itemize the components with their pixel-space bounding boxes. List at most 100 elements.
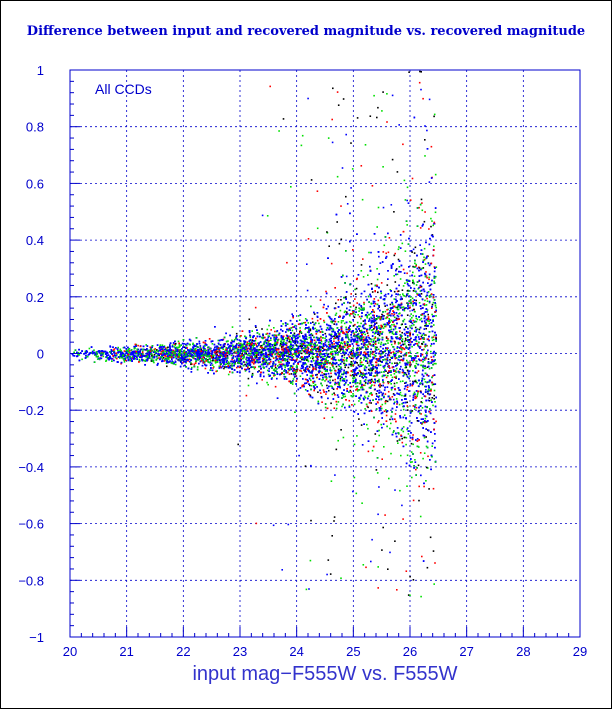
data-point: [231, 339, 233, 342]
data-point: [253, 363, 255, 365]
data-point: [322, 367, 324, 369]
data-point: [355, 287, 358, 290]
data-point: [364, 365, 366, 367]
data-point: [393, 254, 396, 257]
data-point: [354, 298, 356, 300]
data-point: [416, 395, 418, 397]
data-point: [358, 336, 360, 339]
data-point: [218, 343, 220, 346]
data-point: [326, 231, 328, 233]
data-point: [375, 329, 378, 332]
data-point: [423, 365, 425, 368]
data-point: [428, 301, 431, 304]
data-point: [213, 359, 215, 362]
data-point: [200, 348, 202, 351]
data-point: [393, 373, 396, 375]
data-point: [261, 344, 263, 347]
data-point: [145, 344, 147, 346]
data-point: [292, 378, 295, 380]
data-point: [433, 245, 435, 248]
data-point: [343, 364, 346, 366]
data-point: [288, 373, 291, 375]
data-point: [385, 324, 388, 326]
data-point: [140, 355, 142, 357]
data-point: [276, 351, 279, 354]
data-point: [343, 311, 346, 314]
data-point: [191, 363, 193, 365]
data-point: [368, 360, 371, 363]
data-point: [408, 355, 410, 357]
data-point: [302, 384, 305, 386]
data-point: [419, 515, 422, 518]
data-point: [159, 345, 161, 348]
data-point: [266, 339, 269, 342]
data-point: [402, 426, 405, 428]
data-point: [409, 375, 411, 378]
data-point: [275, 348, 277, 350]
data-point: [217, 339, 220, 342]
data-point: [246, 343, 248, 345]
data-point: [343, 360, 346, 362]
data-point: [251, 372, 254, 375]
data-point: [426, 351, 428, 353]
data-point: [222, 348, 224, 350]
data-point: [232, 357, 235, 359]
data-point: [369, 367, 372, 369]
data-point: [403, 414, 406, 416]
data-point: [346, 333, 349, 335]
data-point: [249, 341, 251, 344]
data-point: [346, 344, 349, 346]
data-point: [337, 359, 340, 361]
data-point: [281, 346, 283, 348]
data-point: [290, 347, 293, 350]
data-point: [128, 351, 130, 354]
data-point: [350, 365, 352, 367]
data-point: [294, 348, 296, 350]
data-point: [341, 405, 343, 408]
data-point: [356, 335, 358, 338]
data-point: [397, 343, 400, 345]
data-point: [415, 317, 418, 320]
data-point: [380, 405, 382, 408]
data-point: [409, 326, 412, 329]
data-point: [350, 351, 353, 353]
data-point: [349, 363, 351, 365]
data-point: [282, 323, 284, 325]
data-point: [384, 393, 387, 395]
data-point: [316, 347, 318, 350]
data-point: [224, 359, 227, 361]
data-point: [329, 379, 331, 381]
data-point: [387, 372, 389, 374]
data-point: [428, 276, 430, 279]
data-point: [371, 449, 374, 452]
data-point: [309, 384, 311, 387]
data-point: [412, 360, 414, 363]
data-point: [380, 407, 383, 410]
data-point: [253, 344, 255, 346]
data-point: [413, 391, 416, 394]
data-point: [362, 340, 365, 342]
data-point: [272, 369, 275, 371]
data-point: [181, 356, 184, 359]
data-point: [416, 328, 419, 330]
data-point: [434, 211, 437, 214]
data-point: [399, 380, 402, 383]
data-point: [309, 328, 312, 330]
data-point: [397, 351, 399, 354]
data-point: [366, 332, 369, 334]
data-point: [414, 246, 417, 249]
data-point: [331, 393, 334, 396]
data-point: [427, 388, 430, 391]
data-point: [363, 323, 366, 326]
data-point: [410, 442, 413, 445]
data-point: [129, 358, 131, 360]
data-point: [330, 375, 333, 378]
data-point: [406, 294, 408, 297]
data-point: [269, 361, 272, 363]
data-point: [360, 339, 363, 341]
data-point: [189, 350, 192, 352]
data-point: [281, 353, 284, 356]
data-point: [327, 315, 330, 317]
data-point: [376, 359, 378, 361]
data-point: [119, 357, 121, 359]
